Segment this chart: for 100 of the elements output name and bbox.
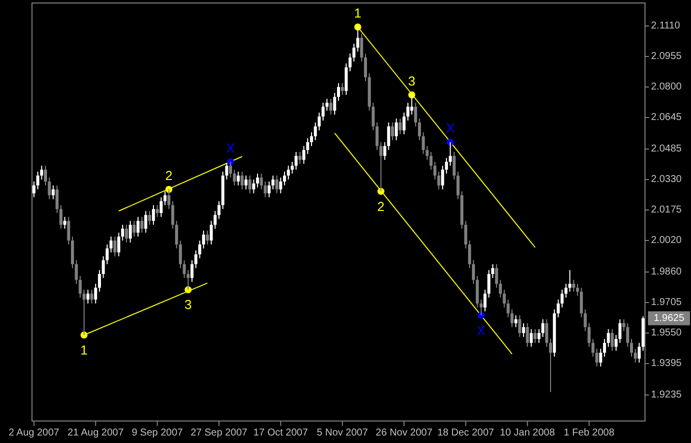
- candlestick: [275, 175, 278, 194]
- text: X: [226, 140, 235, 156]
- candlestick: [229, 161, 232, 178]
- candlestick: [124, 224, 128, 244]
- candlestick: [510, 308, 514, 328]
- candlestick: [348, 53, 352, 72]
- candlestick: [144, 210, 148, 234]
- y-tick-label: 1.9860: [651, 266, 682, 278]
- candlestick: [406, 102, 410, 121]
- candlestick: [294, 151, 298, 170]
- candlestick: [190, 260, 194, 282]
- candlestick: [472, 260, 475, 284]
- x-tick-label: 26 Nov 2007: [376, 428, 433, 438]
- candlestick: [283, 171, 286, 186]
- candlestick: [32, 180, 36, 198]
- candlestick: [376, 122, 379, 151]
- candlestick: [67, 216, 70, 245]
- candlestick: [618, 318, 622, 344]
- y-tick-label: 1.9705: [651, 297, 682, 308]
- candlestick: [178, 240, 182, 269]
- candlestick: [244, 175, 248, 190]
- candlestick: [564, 283, 568, 298]
- candlestick: [156, 204, 159, 218]
- candlestick: [82, 289, 86, 336]
- candlestick: [444, 157, 448, 174]
- candlestick: [248, 175, 252, 194]
- candlestick: [364, 53, 367, 82]
- candlestick: [568, 270, 572, 292]
- candlestick: [236, 171, 240, 186]
- candlestick: [398, 118, 402, 135]
- candlestick: [206, 230, 209, 245]
- candlestick: [202, 230, 206, 249]
- candlestick: [94, 283, 98, 304]
- x-tick-label: 21 Aug 2007: [68, 428, 124, 438]
- series-label: 3: [408, 73, 416, 88]
- candlestick: [240, 171, 244, 190]
- candlestick: [140, 216, 144, 234]
- candlestick: [286, 165, 290, 180]
- candlestick: [52, 184, 55, 200]
- candlestick: [113, 236, 116, 257]
- y-tick-label: 2.1110: [651, 20, 681, 32]
- candlestick: [634, 348, 637, 364]
- series-label: X: [446, 120, 455, 136]
- candlestick: [522, 322, 526, 338]
- candlestick: [56, 184, 59, 214]
- candlestick: [379, 142, 382, 192]
- candlestick: [59, 204, 62, 230]
- candlestick: [333, 92, 336, 116]
- candlestick: [468, 240, 472, 269]
- candlestick: [44, 165, 47, 186]
- candlestick: [572, 279, 576, 292]
- candlestick: [595, 348, 598, 367]
- y-tick-label: 2.0645: [651, 112, 682, 124]
- x-tick-label: 9 Sep 2007: [132, 428, 184, 438]
- candlestick: [394, 118, 398, 141]
- candlestick: [344, 62, 348, 96]
- candlestick: [498, 279, 502, 298]
- point: [227, 158, 234, 166]
- y-tick-label: 2.0485: [651, 144, 682, 155]
- candlestick: [360, 33, 364, 62]
- candlestick: [136, 216, 140, 238]
- candlestick: [441, 165, 444, 190]
- candlestick: [352, 43, 356, 62]
- text: 1.9625: [654, 312, 685, 324]
- series-label: 2: [165, 168, 172, 183]
- candlestick: [541, 318, 544, 338]
- x-tick-label: 2 Aug 2007: [8, 428, 60, 438]
- candlestick: [217, 200, 220, 220]
- candlestick: [537, 328, 540, 344]
- candlestick: [86, 289, 90, 304]
- candlestick: [614, 334, 618, 352]
- x-tick-label: 10 Jan 2008: [500, 428, 556, 438]
- candlestick: [414, 102, 418, 127]
- candlestick: [410, 94, 414, 116]
- y-tick-label: 1.9550: [651, 328, 682, 339]
- candlestick: [132, 220, 136, 238]
- candlestick: [530, 328, 533, 348]
- y-tick-label: 2.0955: [651, 51, 682, 62]
- candlestick: [606, 328, 610, 348]
- candlestick: [148, 210, 152, 226]
- candlestick: [268, 180, 271, 198]
- candlestick: [599, 348, 602, 367]
- candlestick: [70, 236, 74, 269]
- candlestick: [340, 82, 344, 96]
- candlestick: [164, 190, 167, 206]
- candlestick: [448, 142, 452, 166]
- candlestick: [518, 314, 522, 338]
- candlestick: [252, 179, 256, 194]
- candlestick: [322, 102, 325, 121]
- candlestick: [545, 318, 548, 348]
- candlestick: [390, 122, 394, 141]
- x-tick-label: 18 Dec 2007: [437, 428, 495, 438]
- y-tick-label: 2.0330: [651, 174, 682, 186]
- candlestick: [452, 151, 456, 180]
- point: [80, 332, 88, 338]
- text: X: [476, 322, 486, 338]
- y-tick-label: 2.0020: [651, 235, 682, 246]
- series-label: 1: [354, 6, 362, 21]
- candlestick: [175, 220, 178, 249]
- candlestick: [98, 270, 101, 292]
